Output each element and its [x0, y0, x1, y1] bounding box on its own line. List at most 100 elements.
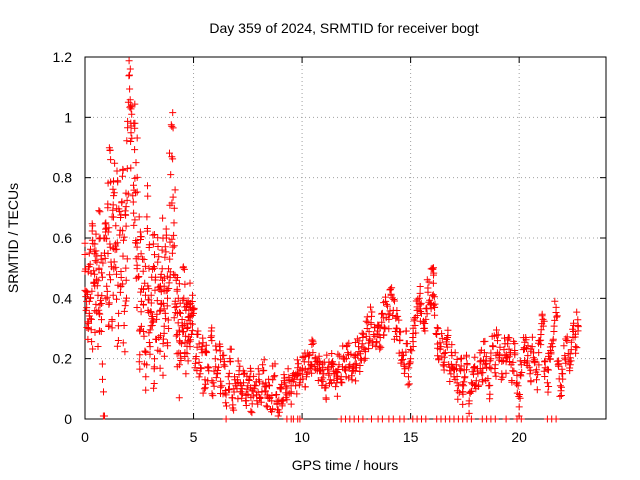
data-point: [433, 331, 441, 338]
data-point: [117, 268, 125, 275]
data-point: [126, 71, 133, 79]
data-point: [154, 346, 162, 354]
data-point: [375, 322, 383, 330]
data-point: [535, 361, 543, 369]
data-point: [486, 363, 494, 371]
data-point: [537, 341, 545, 349]
data-point: [225, 385, 232, 393]
data-point: [174, 319, 182, 327]
data-point: [87, 294, 95, 302]
data-point: [119, 172, 126, 180]
data-point: [142, 373, 150, 381]
data-point: [255, 370, 263, 378]
data-point: [110, 213, 117, 221]
data-point: [311, 363, 319, 371]
data-point: [161, 243, 169, 251]
data-point: [411, 322, 419, 329]
data-point: [454, 395, 462, 403]
data-point: [390, 335, 398, 343]
data-point: [135, 213, 143, 221]
data-point: [131, 100, 139, 108]
data-point: [160, 335, 167, 343]
data-point: [180, 265, 188, 273]
data-point: [408, 347, 416, 355]
data-point: [164, 294, 171, 302]
data-point: [352, 360, 360, 368]
data-point: [145, 241, 153, 249]
data-point: [574, 316, 582, 324]
data-point: [345, 339, 353, 347]
data-point: [84, 290, 92, 298]
data-point: [526, 370, 534, 378]
data-point: [155, 283, 163, 291]
data-point: [380, 331, 388, 339]
data-point: [551, 297, 559, 305]
data-point: [276, 385, 284, 393]
data-point: [172, 332, 180, 340]
data-point: [145, 339, 153, 346]
data-point: [555, 362, 562, 370]
data-point: [144, 192, 152, 200]
data-point: [532, 368, 540, 376]
data-point: [431, 311, 439, 319]
data-point: [283, 384, 291, 392]
data-point: [96, 208, 104, 216]
data-point: [131, 124, 139, 132]
data-point: [140, 332, 148, 340]
data-point: [189, 320, 196, 328]
data-point: [362, 317, 370, 325]
data-point: [199, 334, 207, 342]
data-point: [543, 365, 551, 373]
data-point: [406, 360, 414, 368]
data-point: [122, 276, 130, 284]
data-point: [201, 348, 209, 356]
data-point: [453, 379, 461, 387]
data-point: [150, 380, 158, 387]
data-point: [362, 332, 370, 340]
data-point: [353, 335, 361, 343]
data-point: [113, 270, 120, 278]
data-point: [479, 378, 487, 386]
y-tick-label: 0.2: [53, 351, 73, 367]
data-point: [98, 269, 106, 277]
data-point: [211, 355, 219, 363]
data-point: [98, 300, 106, 307]
data-point: [123, 137, 131, 145]
data-point: [569, 325, 577, 333]
data-point: [160, 322, 168, 330]
data-point: [356, 350, 364, 358]
data-point: [197, 365, 205, 373]
data-point: [308, 362, 316, 370]
data-point: [412, 329, 420, 337]
data-point: [232, 382, 240, 390]
data-point: [495, 350, 503, 358]
data-point: [171, 297, 179, 305]
data-point: [284, 365, 292, 373]
data-point: [147, 308, 155, 316]
data-point: [502, 415, 510, 423]
data-point: [175, 308, 183, 316]
data-point: [157, 270, 165, 278]
data-point: [88, 315, 95, 323]
data-point: [233, 376, 241, 384]
data-point: [458, 354, 465, 362]
data-point: [476, 358, 484, 366]
data-point: [573, 344, 581, 352]
data-point: [261, 387, 269, 395]
data-point: [328, 350, 336, 357]
data-point: [545, 383, 553, 390]
data-point: [430, 269, 438, 277]
data-point: [278, 400, 286, 408]
data-point: [100, 388, 107, 396]
data-point: [187, 336, 194, 344]
data-points: [81, 57, 582, 423]
data-point: [388, 294, 396, 302]
data-point: [160, 329, 168, 337]
data-point: [122, 222, 130, 230]
data-point: [416, 289, 424, 297]
data-point: [170, 270, 178, 278]
x-tick-label: 5: [190, 429, 198, 445]
data-point: [225, 380, 233, 388]
data-point: [393, 307, 401, 314]
